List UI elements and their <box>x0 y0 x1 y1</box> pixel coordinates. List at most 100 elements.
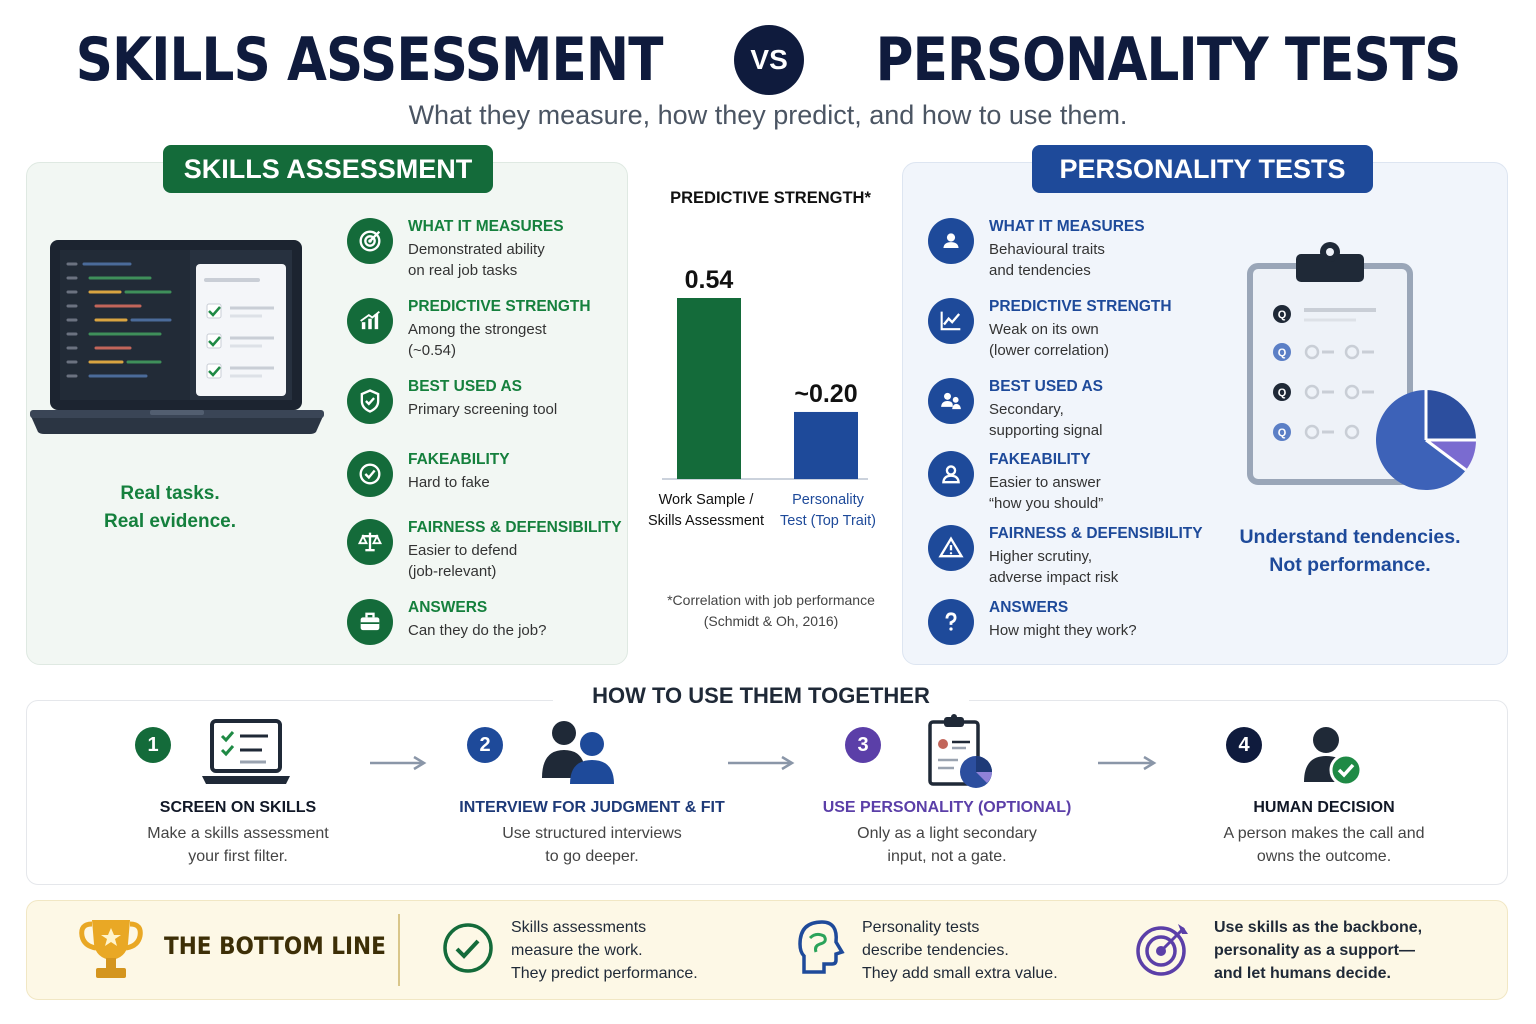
chart-bar-1 <box>677 298 741 479</box>
step-description-2: Use structured interviews to go deeper. <box>432 822 752 868</box>
skills-feature-text: WHAT IT MEASURES Demonstrated ability on r… <box>408 218 564 281</box>
personality-feature-line: “how you should” <box>989 495 1104 512</box>
title-row: SKILLS ASSESSMENT VS PERSONALITY TESTS <box>0 22 1536 98</box>
step-description-line: to go deeper. <box>545 848 639 865</box>
step-title-2: INTERVIEW FOR JUDGMENT & FIT <box>459 799 725 816</box>
personality-tagline: Understand tendencies. Not performance. <box>1222 523 1478 579</box>
skills-feature-3: BEST USED AS Primary screening tool <box>347 378 557 424</box>
line-chart-icon <box>928 298 974 344</box>
bottom-point-3-line-3: and let humans decide. <box>1214 965 1391 982</box>
step-title-1: SCREEN ON SKILLS <box>159 799 317 816</box>
head-profile-icon <box>798 920 845 974</box>
target-arrow-icon <box>1136 924 1188 976</box>
chart-bar-2 <box>794 411 858 479</box>
skills-feature-heading: PREDICTIVE STRENGTH <box>408 298 591 315</box>
personality-feature-line: (lower correlation) <box>989 342 1110 359</box>
bottom-point-1-line-2: measure the work. <box>511 942 643 959</box>
step-title-3: USE PERSONALITY (OPTIONAL) <box>822 799 1072 816</box>
skills-feature-line: Can they do the job? <box>408 622 547 639</box>
personality-feature-3: BEST USED AS Secondary, supporting signal <box>928 378 1103 441</box>
step-description-line: Use structured interviews <box>502 825 682 842</box>
two-people-icon <box>542 721 614 784</box>
personality-feature-line: Higher scrutiny, <box>989 548 1093 565</box>
personality-feature-line: and tendencies <box>989 262 1091 279</box>
skills-feature-1: WHAT IT MEASURES Demonstrated ability on r… <box>347 218 564 281</box>
personality-feature-heading: FAKEABILITY <box>989 451 1091 468</box>
bottom-point-1-line-3: They predict performance. <box>511 965 698 982</box>
personality-feature-heading: ANSWERS <box>989 599 1069 616</box>
clipboard-pie-illustration: Q Q Q Q <box>1247 242 1476 490</box>
svg-text:Q: Q <box>1278 309 1287 321</box>
personality-feature-line: Weak on its own <box>989 321 1099 338</box>
personality-feature-line: How might they work? <box>989 622 1137 639</box>
skills-feature-line: Primary screening tool <box>408 401 558 418</box>
question-icon <box>928 599 974 645</box>
personality-feature-heading: FAIRNESS & DEFENSIBILITY <box>989 525 1203 542</box>
people-icon <box>928 378 974 424</box>
step-description-line: owns the outcome. <box>1256 848 1392 865</box>
laptop-code-illustration <box>30 240 324 434</box>
personality-feature-line: Easier to answer <box>989 474 1101 491</box>
chart-title: PREDICTIVE STRENGTH* <box>670 189 871 207</box>
personality-feature-line: supporting signal <box>989 422 1103 439</box>
predictive-strength-chart: 0.54 Work Sample / Skills Assessment ~0.20 P… <box>648 266 876 529</box>
trophy-icon <box>79 920 143 978</box>
warning-icon <box>928 525 974 571</box>
chart-value-label-1: 0.54 <box>685 266 734 294</box>
bottom-point-2-line-3: They add small extra value. <box>862 965 1058 982</box>
bottom-point-1-line-1: Skills assessments <box>511 919 647 936</box>
step-number-1: 1 <box>135 727 171 763</box>
user-icon <box>928 451 974 497</box>
personality-feature-5: FAIRNESS & DEFENSIBILITY Higher scrutiny,… <box>928 525 1203 588</box>
svg-text:Q: Q <box>1278 427 1287 439</box>
personality-feature-line: Behavioural traits <box>989 241 1105 258</box>
step-description-4: A person makes the call and owns the outc… <box>1164 822 1484 868</box>
bottom-point-3: Use skills as the backbone, personality … <box>1214 916 1422 985</box>
chart-note-line-1: *Correlation with job performance <box>667 592 875 608</box>
personality-feature-heading: PREDICTIVE STRENGTH <box>989 298 1172 315</box>
chart-note: *Correlation with job performance (Schmi… <box>640 590 902 632</box>
subtitle: What they measure, how they predict, and… <box>408 100 1128 130</box>
skills-feature-heading: ANSWERS <box>408 599 488 616</box>
personality-header: PERSONALITY TESTS <box>1032 145 1373 193</box>
skills-feature-heading: FAKEABILITY <box>408 451 510 468</box>
check-circle-icon <box>443 923 493 973</box>
personality-feature-text: PREDICTIVE STRENGTH Weak on its own (lower… <box>989 298 1172 361</box>
skills-feature-line: (~0.54) <box>408 342 456 359</box>
chart-value-label-2: ~0.20 <box>794 380 857 408</box>
bottom-point-2-line-1: Personality tests <box>862 919 980 936</box>
skills-feature-line: Hard to fake <box>408 474 490 491</box>
personality-feature-text: FAKEABILITY Easier to answer “how you shou… <box>989 451 1103 514</box>
personality-feature-text: ANSWERS How might they work? <box>989 599 1137 641</box>
skills-tagline: Real tasks. Real evidence. <box>70 480 270 536</box>
personality-feature-line: adverse impact risk <box>989 569 1119 586</box>
person-icon <box>928 218 974 264</box>
step-arrow-3 <box>1098 755 1157 771</box>
briefcase-icon <box>347 599 393 645</box>
skills-feature-4: FAKEABILITY Hard to fake <box>347 451 510 497</box>
skills-header: SKILLS ASSESSMENT <box>163 145 493 193</box>
bottom-point-3-line-1: Use skills as the backbone, <box>1214 919 1423 936</box>
skills-feature-heading: BEST USED AS <box>408 378 522 395</box>
skills-feature-line: Easier to defend <box>408 542 518 559</box>
bar-chart-icon <box>347 298 393 344</box>
skills-feature-6: ANSWERS Can they do the job? <box>347 599 546 645</box>
personality-tagline-line-1: Understand tendencies. <box>1239 526 1461 548</box>
skills-tagline-line-1: Real tasks. <box>120 483 220 504</box>
step-description-line: input, not a gate. <box>887 848 1007 865</box>
shield-check-icon <box>347 378 393 424</box>
skills-feature-line: Demonstrated ability <box>408 241 545 258</box>
scales-icon <box>347 519 393 565</box>
personality-feature-4: FAKEABILITY Easier to answer “how you shou… <box>928 451 1103 514</box>
bottom-point-3-line-2: personality as a support— <box>1214 942 1415 959</box>
personality-feature-1: WHAT IT MEASURES Behavioural traits and te… <box>928 218 1145 281</box>
bottom-point-2: Personality tests describe tendencies. T… <box>862 916 1058 985</box>
check-circle-icon <box>347 451 393 497</box>
skills-feature-line: Among the strongest <box>408 321 547 338</box>
personality-feature-heading: BEST USED AS <box>989 378 1103 395</box>
laptop-checklist-icon <box>202 719 290 784</box>
bottom-line-box <box>26 900 1508 1000</box>
bottom-separator <box>398 914 400 986</box>
skills-feature-text: FAKEABILITY Hard to fake <box>408 451 510 493</box>
personality-feature-2: PREDICTIVE STRENGTH Weak on its own (lower… <box>928 298 1172 361</box>
